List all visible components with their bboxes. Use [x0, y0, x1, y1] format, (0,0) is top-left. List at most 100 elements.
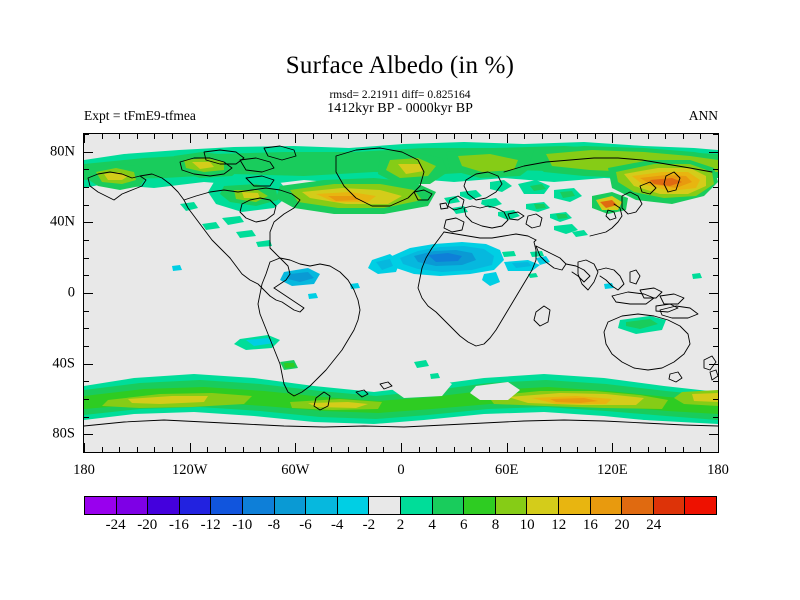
colorbar-tick-label: 2 — [396, 517, 405, 533]
y-minor-tick — [84, 240, 89, 241]
colorbar-tick-label: -10 — [232, 517, 253, 533]
colorbar-swatch[interactable] — [495, 497, 528, 514]
x-minor-tick — [560, 134, 561, 139]
x-major-tick — [612, 443, 613, 452]
y-major-tick — [709, 364, 718, 365]
colorbar-tick-label: -20 — [137, 517, 158, 533]
colorbar-tick-label: -8 — [267, 517, 281, 533]
y-minor-tick — [84, 205, 89, 206]
colorbar-swatch[interactable] — [148, 497, 180, 514]
x-major-tick — [295, 134, 296, 143]
x-minor-tick — [683, 134, 684, 139]
x-minor-tick — [348, 447, 349, 452]
x-minor-tick — [454, 447, 455, 452]
y-minor-tick — [713, 328, 718, 329]
colorbar-swatch[interactable] — [116, 497, 149, 514]
x-minor-tick — [137, 447, 138, 452]
y-minor-tick — [84, 328, 89, 329]
x-minor-tick — [119, 134, 120, 139]
y-minor-tick — [84, 258, 89, 259]
colorbar-swatch[interactable] — [527, 497, 559, 514]
colorbar-swatch[interactable] — [464, 497, 496, 514]
coastline-layer — [84, 145, 718, 428]
x-minor-tick — [383, 134, 384, 139]
x-minor-tick — [313, 134, 314, 139]
y-major-tick — [709, 434, 718, 435]
y-major-tick — [709, 222, 718, 223]
x-minor-tick — [278, 447, 279, 452]
x-minor-tick — [560, 447, 561, 452]
y-major-tick — [709, 293, 718, 294]
x-minor-tick — [524, 134, 525, 139]
colorbar-swatch[interactable] — [685, 497, 716, 514]
colorbar-swatch[interactable] — [242, 497, 275, 514]
y-axis-tick-label: 40N — [50, 213, 75, 230]
colorbar-tick-label: 20 — [614, 517, 630, 533]
y-minor-tick — [84, 187, 89, 188]
colorbar-tick-label: -4 — [330, 517, 344, 533]
x-minor-tick — [331, 447, 332, 452]
y-minor-tick — [713, 399, 718, 400]
x-minor-tick — [313, 447, 314, 452]
x-minor-tick — [278, 134, 279, 139]
y-minor-tick — [713, 452, 718, 453]
x-minor-tick — [471, 447, 472, 452]
x-major-tick — [84, 134, 85, 143]
x-minor-tick — [331, 134, 332, 139]
x-minor-tick — [577, 447, 578, 452]
colorbar-swatch[interactable] — [274, 497, 307, 514]
colorbar-swatch[interactable] — [653, 497, 686, 514]
y-major-tick — [84, 434, 93, 435]
colorbar-swatch[interactable] — [179, 497, 212, 514]
colorbar-swatch[interactable] — [622, 497, 654, 514]
colorbar-swatch[interactable] — [558, 497, 591, 514]
y-minor-tick — [713, 381, 718, 382]
x-minor-tick — [366, 447, 367, 452]
colorbar-swatch[interactable] — [306, 497, 338, 514]
x-minor-tick — [225, 447, 226, 452]
colorbar-swatch[interactable] — [85, 497, 117, 514]
x-axis-tick-label: 60W — [281, 462, 310, 478]
colorbar-swatch[interactable] — [369, 497, 401, 514]
x-major-tick — [718, 134, 719, 143]
x-minor-tick — [172, 447, 173, 452]
x-minor-tick — [648, 134, 649, 139]
colorbar-swatch[interactable] — [211, 497, 243, 514]
x-axis-tick-label: 60E — [494, 462, 519, 478]
y-minor-tick — [713, 205, 718, 206]
x-minor-tick — [489, 134, 490, 139]
subtitle-experiment: 1412kyr BP - 0000kyr BP — [327, 101, 473, 116]
y-minor-tick — [84, 452, 89, 453]
colorbar-swatch[interactable] — [337, 497, 370, 514]
colorbar[interactable] — [84, 496, 717, 515]
x-minor-tick — [665, 134, 666, 139]
page-title: Surface Albedo (in %) — [285, 52, 515, 79]
x-minor-tick — [489, 447, 490, 452]
x-minor-tick — [366, 134, 367, 139]
y-minor-tick — [84, 399, 89, 400]
y-minor-tick — [713, 417, 718, 418]
x-major-tick — [507, 443, 508, 452]
x-minor-tick — [102, 447, 103, 452]
y-axis-tick-label: 0 — [67, 284, 75, 301]
y-minor-tick — [84, 169, 89, 170]
y-minor-tick — [713, 258, 718, 259]
colorbar-swatch[interactable] — [590, 497, 623, 514]
y-major-tick — [84, 293, 93, 294]
x-minor-tick — [154, 447, 155, 452]
y-minor-tick — [713, 187, 718, 188]
x-minor-tick — [454, 134, 455, 139]
colorbar-swatch[interactable] — [432, 497, 465, 514]
x-minor-tick — [700, 134, 701, 139]
x-major-tick — [84, 443, 85, 452]
x-minor-tick — [630, 134, 631, 139]
x-minor-tick — [542, 134, 543, 139]
x-minor-tick — [436, 134, 437, 139]
x-axis-tick-label: 0 — [397, 462, 405, 478]
y-minor-tick — [84, 346, 89, 347]
season-label: ANN — [688, 108, 718, 123]
colorbar-swatch[interactable] — [400, 497, 433, 514]
y-major-tick — [84, 222, 93, 223]
x-minor-tick — [700, 447, 701, 452]
